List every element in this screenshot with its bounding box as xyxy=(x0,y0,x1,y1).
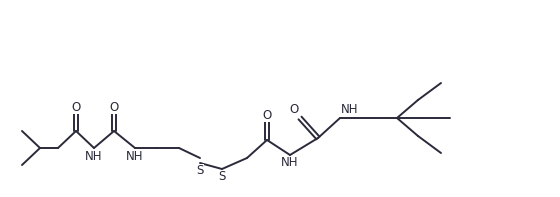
Text: NH: NH xyxy=(126,151,144,164)
Text: S: S xyxy=(218,169,226,182)
Text: S: S xyxy=(197,164,204,177)
Text: O: O xyxy=(71,100,81,113)
Text: NH: NH xyxy=(85,150,102,163)
Text: NH: NH xyxy=(281,156,298,169)
Text: O: O xyxy=(263,109,272,122)
Text: O: O xyxy=(109,100,119,113)
Text: O: O xyxy=(290,102,298,115)
Text: NH: NH xyxy=(341,102,359,115)
